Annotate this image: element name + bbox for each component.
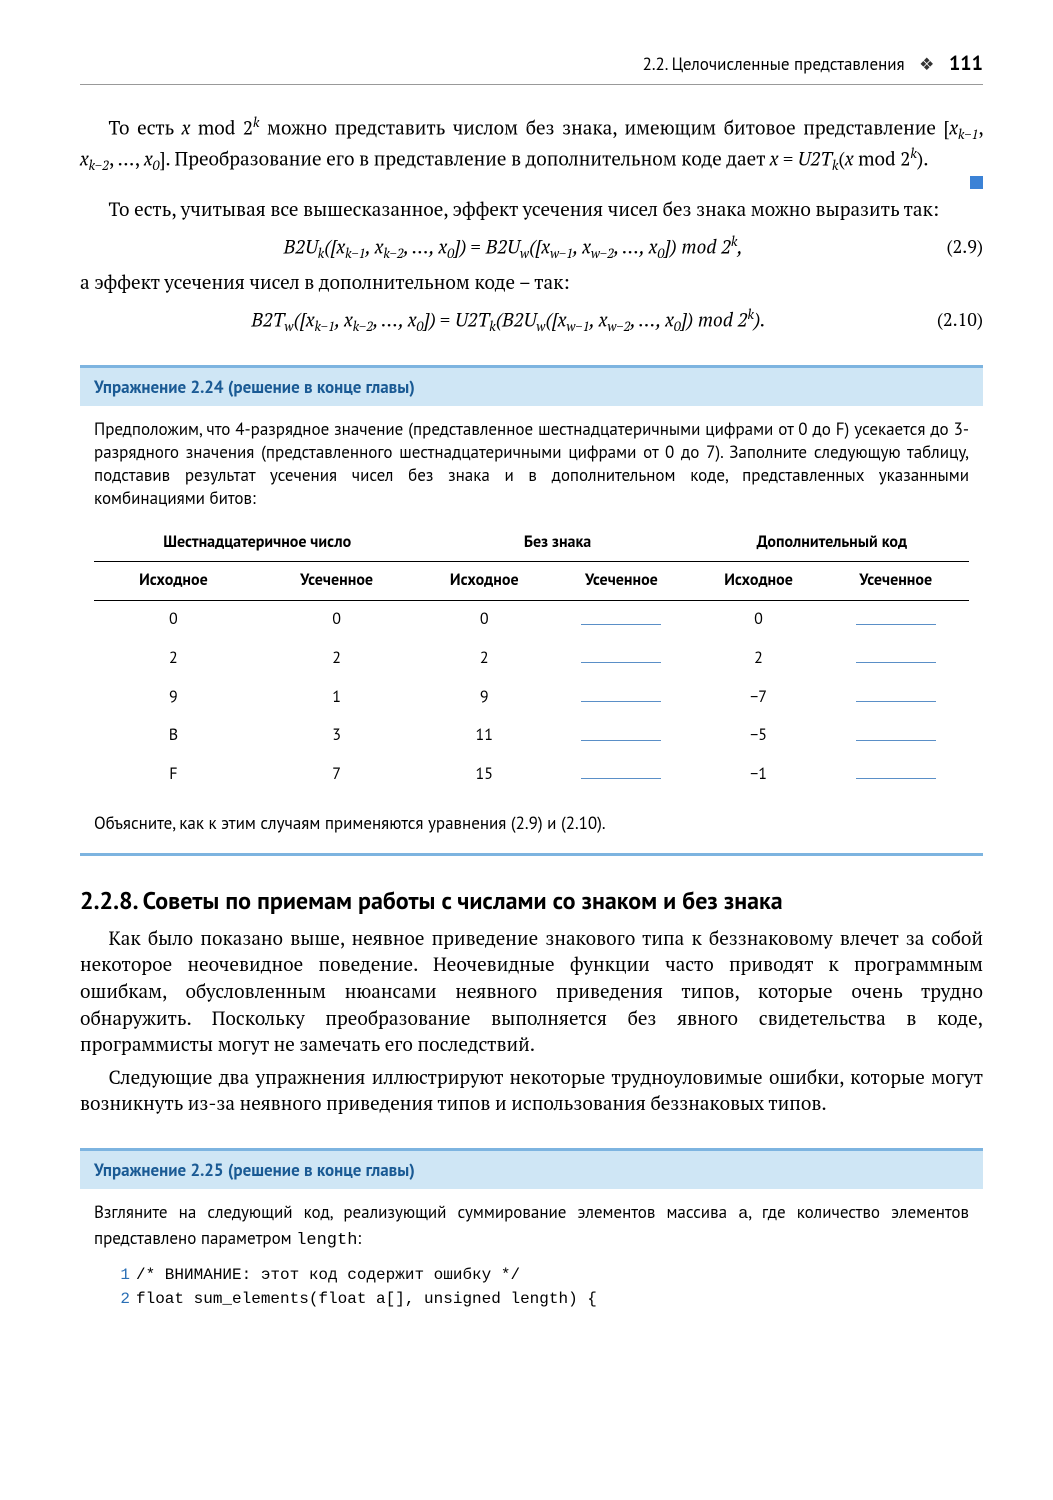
blank-input[interactable] [581,763,661,779]
cell-hex-trunc: 0 [253,600,421,639]
cell-hex-src: 0 [94,600,253,639]
cell-unsigned-trunc [548,600,695,639]
text-run: Взгляните на следующий код, реализующий … [94,1201,738,1223]
equation-text: B2Uk([xk−1, xk−2, …, x0]) = B2Uw([xw−1, … [80,232,946,262]
table-sub-header: Усеченное [548,562,695,601]
diamond-icon: ❖ [919,53,934,75]
cell-unsigned-src: 2 [420,639,548,678]
table-sub-header: Усеченное [253,562,421,601]
cell-twos-trunc [822,678,969,717]
equation-number: (2.10) [937,308,983,332]
paragraph-2: То есть, учитывая все вышесказанное, эфф… [80,197,983,224]
cell-unsigned-src: 15 [420,755,548,794]
line-number: 1 [112,1263,130,1287]
exercise-title: Упражнение 2.24 (решение в конце главы) [80,368,983,406]
table-group-header: Шестнадцатеричное число [94,524,420,562]
cell-hex-src: B [94,717,253,756]
cell-unsigned-trunc [548,755,695,794]
cell-hex-src: 9 [94,678,253,717]
code-inline: a [738,1205,748,1224]
cell-hex-trunc: 7 [253,755,421,794]
cell-twos-src: 0 [695,600,823,639]
page: 2.2. Целочисленные представления ❖ 111 Т… [0,0,1053,1369]
table-row: F715 −1 [94,755,969,794]
table-sub-header: Усеченное [822,562,969,601]
table-sub-header: Исходное [695,562,823,601]
blank-input[interactable] [856,647,936,663]
paragraph-1: То есть x mod 2k можно представить число… [80,113,983,174]
cell-twos-trunc [822,600,969,639]
cell-hex-trunc: 3 [253,717,421,756]
qed-square-icon [970,176,983,189]
table-row: 0000 [94,600,969,639]
cell-hex-src: F [94,755,253,794]
cell-twos-trunc [822,755,969,794]
cell-unsigned-src: 0 [420,600,548,639]
cell-twos-trunc [822,639,969,678]
table-group-header: Без знака [420,524,694,562]
blank-input[interactable] [581,647,661,663]
exercise-outro: Объясните, как к этим случаям применяютс… [94,812,969,835]
code-line: 2float sum_elements(float a[], unsigned … [112,1287,969,1311]
cell-twos-src: −5 [695,717,823,756]
cell-unsigned-src: 11 [420,717,548,756]
page-number: 111 [949,50,983,76]
exercise-2-25: Упражнение 2.25 (решение в конце главы) … [80,1148,983,1329]
cell-twos-src: −7 [695,678,823,717]
equation-2-9: B2Uk([xk−1, xk−2, …, x0]) = B2Uw([xw−1, … [80,232,983,262]
blank-input[interactable] [856,686,936,702]
blank-input[interactable] [581,609,661,625]
exercise-body: Предположим, что 4-разрядное значение (п… [80,406,983,853]
section-heading: 2.2.8. Советы по приемам работы с числам… [80,886,983,916]
exercise-body: Взгляните на следующий код, реализующий … [80,1189,983,1329]
blank-input[interactable] [856,609,936,625]
table-sub-header: Исходное [420,562,548,601]
blank-input[interactable] [856,725,936,741]
cell-hex-trunc: 1 [253,678,421,717]
header-section: 2.2. Целочисленные представления [643,53,905,75]
cell-twos-src: 2 [695,639,823,678]
exercise-2-24: Упражнение 2.24 (решение в конце главы) … [80,365,983,856]
code-line: 1/* ВНИМАНИЕ: этот код содержит ошибку *… [112,1263,969,1287]
exercise-intro: Предположим, что 4-разрядное значение (п… [94,418,969,510]
exercise-intro: Взгляните на следующий код, реализующий … [94,1201,969,1253]
equation-2-10: B2Tw([xk−1, xk−2, …, x0]) = U2Tk(B2Uw([x… [80,305,983,335]
text-run: : [357,1227,361,1249]
cell-twos-trunc [822,717,969,756]
cell-unsigned-trunc [548,717,695,756]
cell-hex-src: 2 [94,639,253,678]
blank-input[interactable] [856,763,936,779]
cell-hex-trunc: 2 [253,639,421,678]
equation-text: B2Tw([xk−1, xk−2, …, x0]) = U2Tk(B2Uw([x… [80,305,937,335]
truncation-table: Шестнадцатеричное число Без знака Дополн… [94,524,969,794]
table-sub-header: Исходное [94,562,253,601]
cell-unsigned-trunc [548,639,695,678]
running-header: 2.2. Целочисленные представления ❖ 111 [80,50,983,85]
code-inline: length [296,1231,357,1250]
paragraph-3: а эффект усечения чисел в дополнительном… [80,270,983,297]
blank-input[interactable] [581,725,661,741]
cell-twos-src: −1 [695,755,823,794]
line-number: 2 [112,1287,130,1311]
cell-unsigned-trunc [548,678,695,717]
equation-number: (2.9) [946,235,983,259]
table-row: 919 −7 [94,678,969,717]
table-row: B311 −5 [94,717,969,756]
exercise-title: Упражнение 2.25 (решение в конце главы) [80,1151,983,1189]
cell-unsigned-src: 9 [420,678,548,717]
table-row: 2222 [94,639,969,678]
blank-input[interactable] [581,686,661,702]
code-block: 1/* ВНИМАНИЕ: этот код содержит ошибку *… [112,1263,969,1311]
section-paragraph-1: Как было показано выше, неявное приведен… [80,926,983,1059]
table-group-header: Дополнительный код [695,524,969,562]
section-paragraph-2: Следующие два упражнения иллюстрируют не… [80,1065,983,1118]
